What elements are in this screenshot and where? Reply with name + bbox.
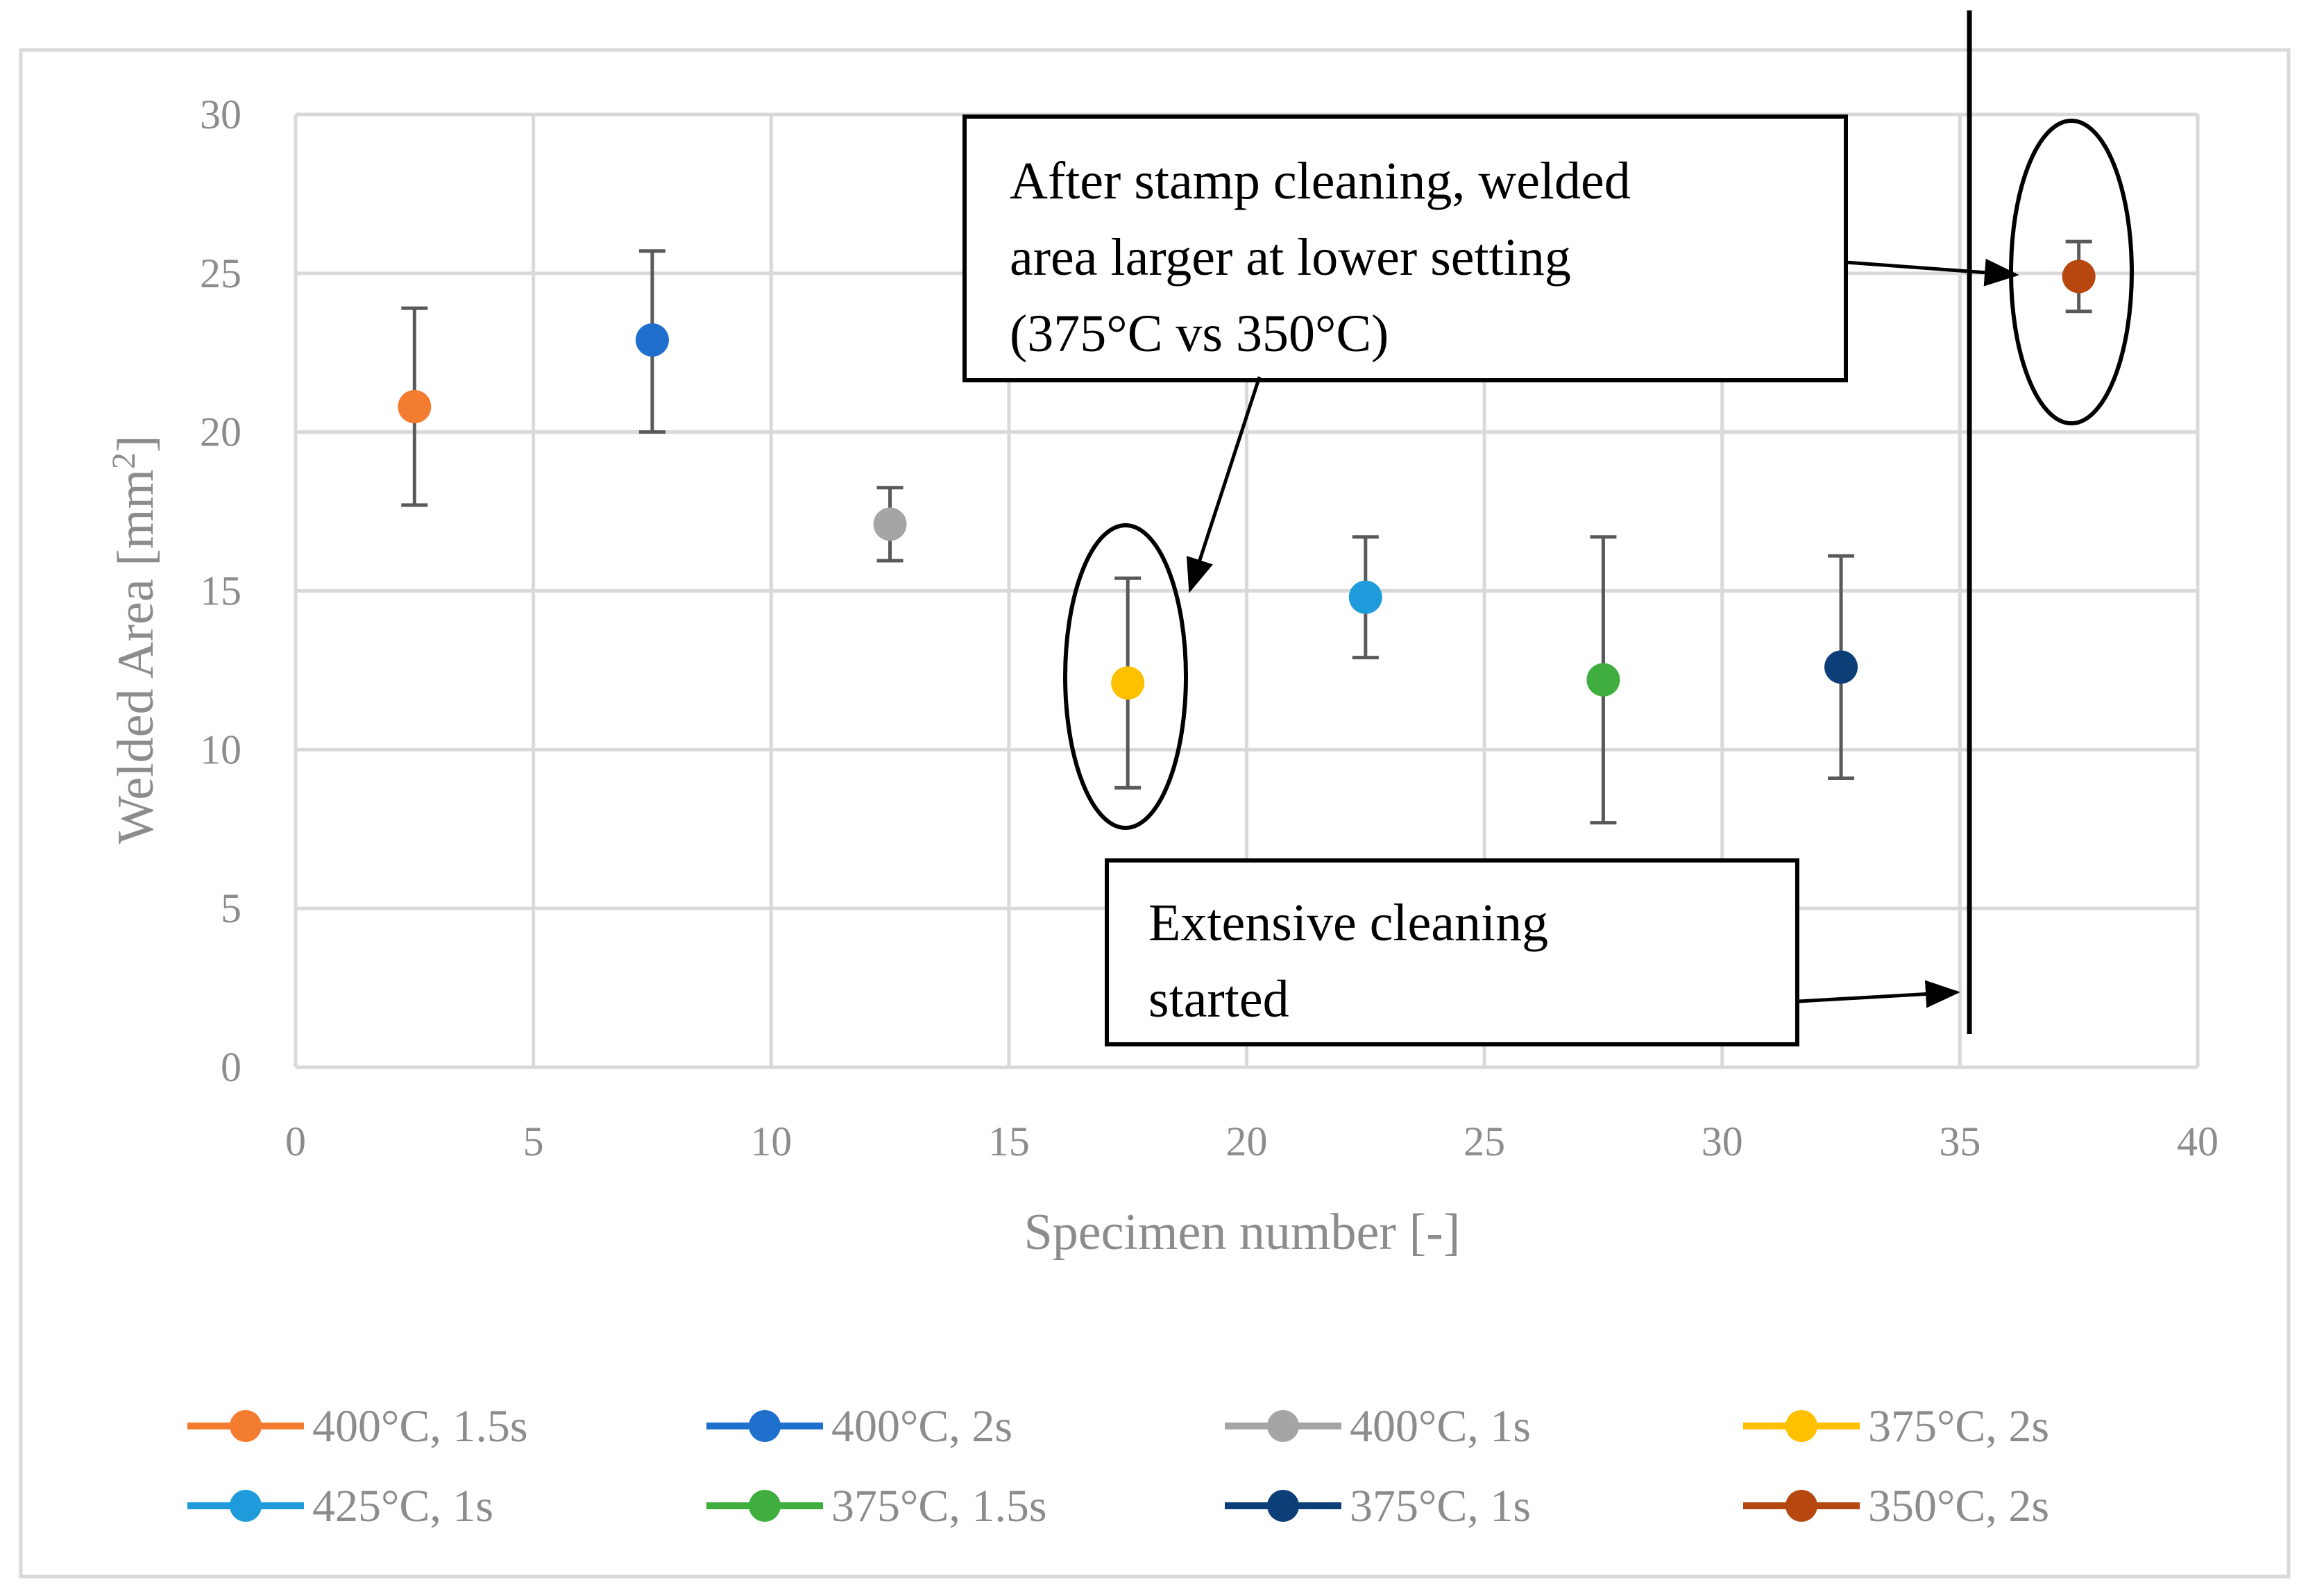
data-point: [1824, 650, 1858, 684]
y-tick-label: 15: [200, 568, 241, 614]
legend: 400°C, 1.5s 400°C, 2s 400°C, 1s 375°C, 2s 42…: [187, 1401, 2049, 1531]
y-axis-title: Welded Area [mm2]: [105, 435, 164, 844]
legend-item: 375°C, 2s: [1743, 1401, 2049, 1452]
data-points: [398, 260, 2096, 700]
x-tick-label: 0: [285, 1119, 306, 1164]
annotation-line: (375°C vs 350°C): [1010, 305, 1389, 363]
annotation-box: [962, 114, 1848, 382]
x-tick-label: 5: [523, 1119, 544, 1164]
data-point: [873, 507, 907, 541]
legend-label: 425°C, 1s: [312, 1481, 493, 1531]
legend-swatch-marker: [1785, 1410, 1817, 1442]
legend-swatch-marker: [749, 1490, 781, 1522]
legend-item: 425°C, 1s: [187, 1481, 493, 1531]
legend-label: 400°C, 1.5s: [312, 1401, 528, 1452]
x-tick-label: 15: [988, 1119, 1030, 1164]
annotation-arrow: [1798, 980, 1960, 1008]
annotation-box: [1105, 858, 1799, 1046]
data-point: [1111, 666, 1145, 700]
x-tick-label: 10: [750, 1119, 792, 1164]
annotation-extensive-cleaning: Extensive cleaning started: [1105, 858, 1960, 1046]
y-tick-label: 25: [200, 251, 241, 296]
legend-swatch-marker: [230, 1410, 262, 1442]
data-point: [1348, 580, 1382, 614]
annotation-arrow: [1845, 258, 2019, 287]
tick-labels: 0 5 10 15 20 25 30 0 5 10 15 20 25 30 35 40: [200, 92, 2219, 1164]
x-tick-label: 35: [1939, 1119, 1980, 1164]
annotation-line: Extensive cleaning: [1148, 894, 1548, 952]
legend-swatch-marker: [230, 1490, 262, 1522]
legend-item: 375°C, 1s: [1225, 1481, 1531, 1531]
y-tick-label: 5: [221, 885, 241, 931]
annotation-line: After stamp cleaning, welded: [1010, 152, 1631, 210]
annotation-stamp-cleaning: After stamp cleaning, welded area larger…: [962, 114, 2019, 593]
legend-label: 375°C, 1.5s: [831, 1481, 1047, 1531]
legend-swatch-marker: [749, 1410, 781, 1442]
legend-item: 350°C, 2s: [1743, 1481, 2049, 1531]
x-axis-title: Specimen number [-]: [1024, 1204, 1461, 1261]
legend-item: 400°C, 2s: [706, 1401, 1012, 1452]
legend-swatch-marker: [1267, 1490, 1299, 1522]
legend-label: 400°C, 2s: [831, 1401, 1012, 1452]
data-point: [398, 390, 432, 424]
y-tick-label: 10: [200, 727, 241, 772]
legend-item: 400°C, 1s: [1225, 1401, 1531, 1452]
legend-label: 375°C, 2s: [1868, 1401, 2049, 1452]
x-tick-label: 25: [1464, 1119, 1505, 1164]
annotation-arrow: [1186, 376, 1262, 593]
x-tick-label: 30: [1702, 1119, 1743, 1164]
highlight-ellipse-375-2s: [1063, 523, 1188, 830]
data-point: [635, 323, 669, 357]
annotation-line: area larger at lower setting: [1010, 228, 1571, 287]
legend-swatch-marker: [1785, 1490, 1817, 1522]
data-point: [1586, 663, 1620, 697]
data-point: [2062, 260, 2096, 294]
legend-swatch-marker: [1267, 1410, 1299, 1442]
y-tick-label: 0: [221, 1044, 241, 1090]
y-tick-label: 30: [200, 92, 241, 137]
legend-item: 400°C, 1.5s: [187, 1401, 528, 1452]
legend-label: 350°C, 2s: [1868, 1481, 2049, 1531]
x-tick-label: 20: [1226, 1119, 1268, 1164]
y-tick-label: 20: [200, 409, 241, 455]
legend-label: 375°C, 1s: [1350, 1481, 1531, 1531]
legend-item: 375°C, 1.5s: [706, 1481, 1047, 1531]
annotation-line: started: [1148, 970, 1289, 1028]
legend-label: 400°C, 1s: [1350, 1401, 1531, 1452]
x-tick-label: 40: [2177, 1119, 2219, 1164]
